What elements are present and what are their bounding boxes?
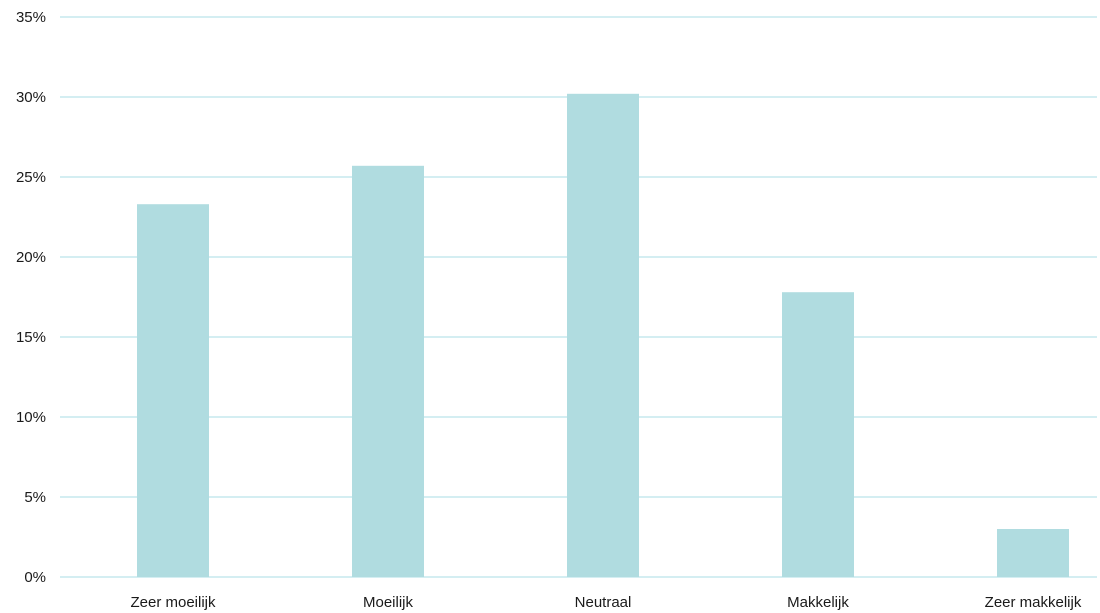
y-tick-label: 35% <box>16 9 46 26</box>
bar-moeilijk <box>352 165 424 578</box>
x-category-label: Neutraal <box>575 594 632 611</box>
y-tick-label: 15% <box>16 329 46 346</box>
bar-makkelijk <box>782 292 854 577</box>
x-category-label: Zeer moeilijk <box>130 594 216 611</box>
y-tick-label: 20% <box>16 249 46 266</box>
bar-zeer-makkelijk <box>997 529 1069 577</box>
y-tick-label: 30% <box>16 89 46 106</box>
y-tick-label: 0% <box>24 569 46 586</box>
y-axis-tick-labels: 0% 5% 10% 15% 20% 25% 30% 35% <box>16 9 46 586</box>
x-category-label: Moeilijk <box>363 594 414 611</box>
y-tick-label: 25% <box>16 169 46 186</box>
x-axis-category-labels: Zeer moeilijk Moeilijk Neutraal Makkelijk Ze… <box>130 594 1081 611</box>
bar-neutraal <box>567 93 639 578</box>
x-category-label: Zeer makkelijk <box>985 594 1082 611</box>
bars <box>137 93 1069 578</box>
x-category-label: Makkelijk <box>787 594 849 611</box>
bar-zeer-moeilijk <box>137 204 209 577</box>
y-tick-label: 10% <box>16 409 46 426</box>
y-tick-label: 5% <box>24 489 46 506</box>
